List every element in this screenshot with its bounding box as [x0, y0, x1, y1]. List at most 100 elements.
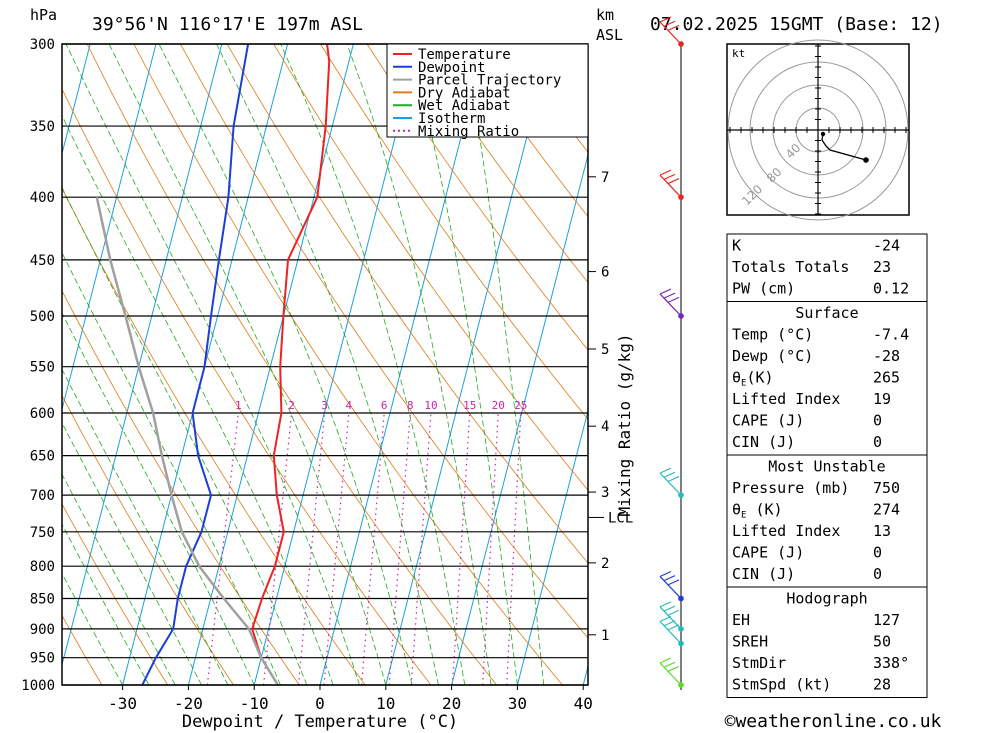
pressure-tick-label: 700 [30, 488, 55, 504]
index-label: K [732, 237, 741, 255]
wind-barb-feather [667, 476, 680, 483]
index-value: 265 [873, 369, 900, 387]
isotherm-line [385, 44, 552, 685]
mixing-ratio-label: 1 [235, 399, 242, 412]
wind-barb-feather [663, 605, 676, 612]
legend-label: Wet Adiabat [418, 98, 511, 114]
pressure-tick-label: 600 [30, 406, 55, 422]
km-tick-label: 5 [601, 342, 609, 358]
index-value: 127 [873, 611, 900, 629]
temperature-axis: -30 -20 -10 0 10 20 30 40 [108, 685, 593, 713]
mixing-ratio-line [360, 412, 385, 685]
wet-adiabat-line [62, 473, 176, 685]
index-label: Dewp (°C) [732, 347, 813, 365]
legend-label: Dewpoint [418, 60, 485, 76]
pressure-tick-label: 350 [30, 119, 55, 135]
isotherm-line [451, 153, 588, 685]
x-tick-label: -20 [174, 694, 203, 713]
sounding-profiles [95, 44, 331, 685]
wind-barb-feather [667, 24, 680, 31]
wind-barb-staff [659, 472, 682, 496]
wind-barb-feather [663, 20, 676, 27]
index-label: StmDir [732, 654, 786, 672]
wind-barb-staff [659, 174, 682, 198]
x-tick-label: 20 [442, 694, 461, 713]
indices-section-box [726, 586, 928, 698]
km-tick-label: 2 [601, 556, 609, 572]
wind-barb-feather [659, 169, 672, 176]
wind-barb-feather [663, 471, 676, 478]
pressure-tick-label: 800 [30, 559, 55, 575]
index-label: CAPE (J) [732, 544, 804, 562]
datetime-title: 07.02.2025 15GMT (Base: 12) [650, 14, 943, 35]
wind-barb-staff [659, 293, 682, 317]
wet-adiabat-line [62, 572, 123, 685]
mixing-ratio-line [506, 413, 522, 685]
indices-section-box [726, 454, 928, 588]
mixing-ratio-line [451, 412, 471, 685]
index-value: -24 [873, 237, 900, 255]
wind-barb-feather [659, 615, 672, 622]
location-title: 39°56'N 116°17'E 197m ASL [92, 14, 363, 35]
dewpoint-line [141, 44, 250, 685]
index-label: Totals Totals [732, 258, 849, 276]
index-label: StmSpd (kt) [732, 676, 831, 694]
wind-barb-feather [659, 288, 672, 295]
altitude-axis: 7 6 5 4 3 2 1 LCL [588, 170, 633, 644]
index-section-title: Surface [795, 304, 858, 322]
mixing-ratio-line [388, 412, 411, 685]
km-tick-label: 7 [601, 170, 609, 186]
index-value: 50 [873, 633, 891, 651]
x-tick-label: 30 [508, 694, 527, 713]
wet-adiabat-line [62, 114, 334, 685]
pressure-axis: 300 350 400 450 500 550 600 650 700 750 800 850 900 9… [21, 37, 55, 694]
legend-label: Isotherm [418, 111, 485, 127]
wind-barb-feather [667, 609, 680, 616]
index-value: 0 [873, 544, 882, 562]
index-label: PW (cm) [732, 280, 795, 298]
index-value: 13 [873, 522, 891, 540]
index-value: 0 [873, 412, 882, 430]
hpa-unit-label: hPa [30, 6, 57, 24]
isotherm-line [319, 44, 486, 685]
km-tick-label: 1 [601, 628, 609, 644]
x-tick-label: 0 [315, 694, 325, 713]
mixing-ratio-label: 25 [514, 399, 527, 412]
pressure-tick-label: 400 [30, 190, 55, 206]
legend-label: Temperature [418, 47, 511, 63]
index-value: 0 [873, 433, 882, 451]
mixing-ratio-label: 4 [345, 399, 352, 412]
wet-adiabat-line [108, 44, 387, 685]
x-tick-label: -30 [108, 694, 137, 713]
mixing-ratio-line [410, 412, 432, 685]
wind-barb-feather [667, 624, 680, 631]
isotherm-line [253, 44, 420, 685]
dry-adiabat-line [366, 44, 588, 351]
x-tick-label: 10 [376, 694, 395, 713]
index-label: θE (K) [732, 501, 783, 521]
mixing-ratio-label: 10 [424, 399, 437, 412]
index-value: -28 [873, 347, 900, 365]
wind-barb-feather [663, 661, 676, 668]
wet-adiabat-line [346, 44, 492, 685]
wind-profile [659, 16, 684, 690]
isotherm-line [62, 44, 157, 412]
index-section-title: Most Unstable [768, 458, 885, 476]
wind-barb-feather [659, 467, 672, 474]
index-value: 0 [873, 565, 882, 583]
index-label: CIN (J) [732, 433, 795, 451]
km-tick-label: 3 [601, 485, 609, 501]
indices-section-box [726, 233, 928, 302]
pressure-tick-label: 750 [30, 525, 55, 541]
hodograph-start-point [820, 131, 826, 137]
km-tick-label: 4 [601, 419, 609, 435]
wind-barb-feather [663, 292, 676, 299]
pressure-tick-label: 500 [30, 309, 55, 325]
wind-barb-feather [667, 296, 680, 303]
wind-barb-staff [659, 21, 682, 45]
hodograph-unit: kt [732, 47, 745, 60]
wind-barb-feather [667, 178, 680, 185]
hodograph-trace [821, 133, 867, 161]
wind-barb-feather [659, 601, 672, 608]
